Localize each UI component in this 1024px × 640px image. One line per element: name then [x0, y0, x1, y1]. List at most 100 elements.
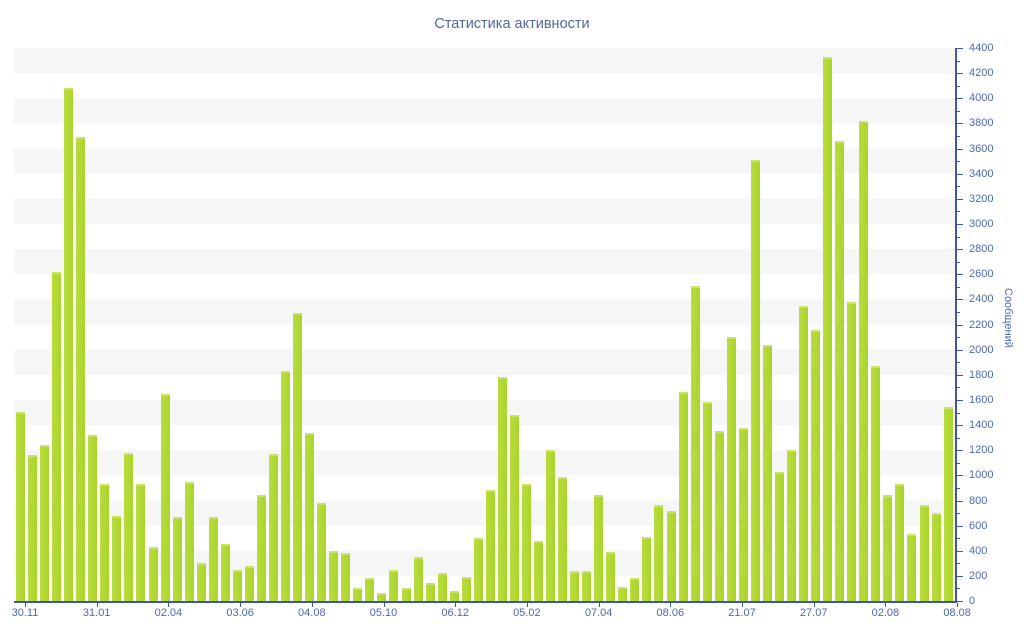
y-major-tick	[957, 525, 963, 527]
y-tick-label: 4200	[969, 67, 994, 80]
bar	[630, 578, 640, 601]
y-tick-label: 3400	[969, 167, 994, 180]
bar	[835, 141, 845, 601]
bar	[160, 394, 170, 601]
x-tick-label: 06.12	[441, 607, 469, 619]
y-minor-tick	[957, 161, 960, 163]
y-major-tick	[957, 299, 963, 301]
y-minor-tick	[957, 236, 960, 238]
x-tick	[25, 603, 26, 607]
plot-area	[14, 48, 957, 603]
y-major-tick	[957, 274, 963, 276]
y-minor-tick	[957, 136, 960, 137]
y-tick-label: 600	[969, 519, 988, 532]
bar	[365, 578, 375, 601]
bar	[329, 551, 339, 601]
y-minor-tick	[957, 387, 960, 389]
bar	[654, 505, 664, 601]
bar	[341, 553, 351, 601]
bar	[847, 302, 857, 601]
bar	[473, 538, 483, 601]
x-tick	[598, 603, 600, 607]
y-tick-label: 800	[969, 494, 988, 507]
y-tick-label: 3800	[969, 117, 994, 130]
bar	[859, 121, 869, 601]
y-major-tick	[957, 98, 963, 100]
bar	[389, 570, 399, 601]
y-major-tick	[957, 249, 963, 251]
x-tick-label: 08.06	[656, 607, 685, 619]
bar	[232, 570, 242, 601]
y-major-tick	[957, 48, 963, 49]
bar	[317, 503, 327, 601]
y-tick-label: 1400	[969, 419, 994, 431]
y-major-tick	[957, 500, 963, 502]
y-major-tick	[957, 475, 963, 477]
bar	[594, 495, 604, 601]
y-major-tick	[957, 123, 963, 125]
y-tick-label: 2000	[969, 343, 994, 356]
y-tick-label: 2400	[969, 293, 994, 306]
bar	[305, 433, 315, 601]
x-tick-label: 27.07	[799, 607, 828, 619]
y-minor-tick	[957, 588, 960, 590]
y-minor-tick	[957, 186, 960, 188]
y-minor-tick	[957, 513, 960, 514]
bar	[726, 337, 736, 601]
bar	[196, 563, 206, 601]
x-tick-label: 30.11	[11, 607, 39, 619]
y-major-tick	[957, 601, 963, 602]
y-major-tick	[957, 399, 963, 401]
bar	[931, 513, 941, 601]
bar	[907, 534, 917, 601]
x-tick-label: 07.04	[584, 607, 613, 619]
y-minor-tick	[957, 437, 960, 439]
x-tick-label: 04.08	[298, 607, 326, 619]
bar	[919, 505, 929, 601]
x-tick	[813, 603, 815, 607]
bar	[112, 516, 122, 601]
bar	[293, 313, 303, 601]
y-minor-tick	[957, 286, 960, 288]
y-tick-label: 4000	[969, 92, 994, 105]
x-tick	[240, 603, 242, 607]
bar	[184, 482, 194, 601]
bar	[268, 454, 278, 601]
y-tick-label: 0	[969, 595, 976, 607]
y-minor-tick	[957, 412, 960, 414]
y-tick-label: 3000	[969, 218, 994, 230]
x-tick-label: 05.02	[513, 607, 541, 619]
x-tick-label: 08.08	[943, 607, 971, 619]
bar	[690, 286, 700, 601]
x-tick	[311, 603, 313, 607]
bar	[895, 484, 905, 601]
y-tick-label: 200	[969, 569, 988, 582]
bar	[485, 490, 495, 601]
y-major-tick	[957, 575, 963, 577]
y-major-tick	[957, 425, 963, 426]
bar	[497, 377, 507, 601]
y-major-tick	[957, 550, 963, 552]
x-tick-label: 02.04	[154, 607, 183, 619]
bar	[437, 573, 447, 601]
y-minor-tick	[957, 337, 960, 339]
bar	[461, 577, 471, 601]
bar-series	[14, 48, 955, 601]
bar	[558, 477, 568, 601]
bar	[425, 583, 435, 601]
x-tick	[957, 603, 959, 607]
y-major-tick	[957, 73, 963, 75]
bar	[28, 455, 38, 601]
bar	[666, 511, 676, 601]
bar	[678, 392, 688, 601]
bar	[52, 272, 62, 601]
bar	[546, 450, 556, 601]
bar	[40, 445, 50, 601]
bar	[799, 306, 809, 601]
y-tick-label: 2600	[969, 268, 994, 281]
x-tick	[526, 603, 528, 607]
y-tick-label: 4400	[969, 42, 994, 54]
x-tick	[383, 603, 385, 607]
bar	[220, 544, 230, 601]
